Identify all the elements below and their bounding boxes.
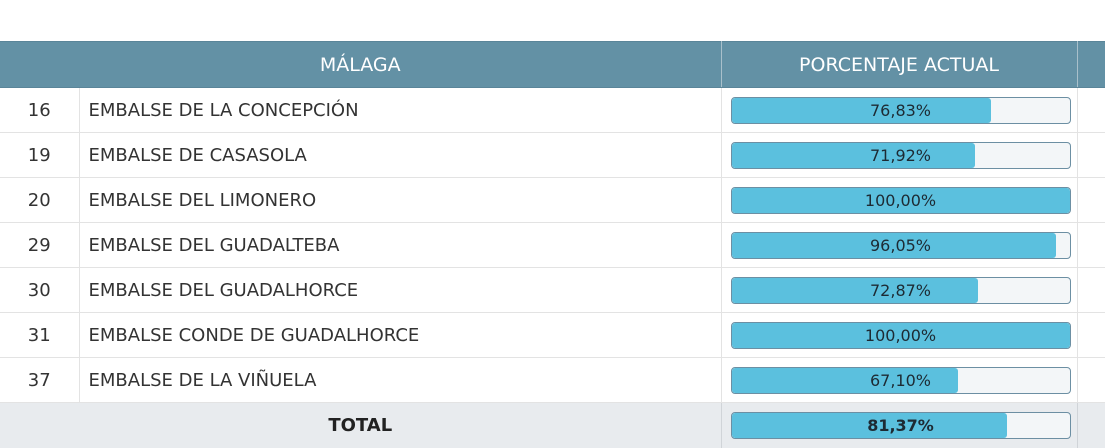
reservoir-name: EMBALSE DEL LIMONERO (79, 177, 722, 223)
progress-cell: 72,87% (721, 267, 1078, 313)
progress-bar: 76,83% (730, 96, 1071, 124)
reservoir-name: EMBALSE CONDE DE GUADALHORCE (79, 312, 722, 358)
progress-fill (731, 322, 1070, 348)
reservoir-name: EMBALSE DE LA CONCEPCIÓN (79, 87, 722, 133)
reservoir-id: 16 (0, 87, 80, 133)
row-spacer (1077, 267, 1105, 313)
progress-text: 100,00% (864, 325, 937, 345)
reservoir-name: EMBALSE DE CASASOLA (79, 132, 722, 178)
row-spacer (1077, 87, 1105, 133)
progress-cell: 71,92% (721, 132, 1078, 178)
row-spacer (1077, 357, 1105, 403)
progress-bar: 72,87% (730, 276, 1071, 304)
progress-fill (731, 97, 992, 123)
progress-text: 76,83% (870, 100, 932, 120)
progress-cell: 76,83% (721, 87, 1078, 133)
total-spacer (1077, 403, 1105, 448)
reservoir-id: 31 (0, 312, 80, 358)
progress-cell: 100,00% (721, 177, 1078, 223)
table-row: 19 EMBALSE DE CASASOLA 71,92% (0, 132, 1105, 178)
total-progress-cell: 81,37% (721, 402, 1078, 448)
reservoir-name: EMBALSE DEL GUADALTEBA (79, 222, 722, 268)
table-row: 20 EMBALSE DEL LIMONERO 100,00% (0, 177, 1105, 223)
total-progress-bar: 81,37% (730, 411, 1071, 439)
province-header[interactable]: MÁLAGA (0, 41, 722, 88)
total-progress-text: 81,37% (867, 415, 934, 435)
table-row: 31 EMBALSE CONDE DE GUADALHORCE 100,00% (0, 312, 1105, 358)
table-row: 16 EMBALSE DE LA CONCEPCIÓN 76,83% (0, 87, 1105, 133)
progress-bar: 96,05% (730, 231, 1071, 259)
reservoir-id: 30 (0, 267, 80, 313)
table-row: 29 EMBALSE DEL GUADALTEBA 96,05% (0, 222, 1105, 268)
progress-text: 67,10% (870, 370, 932, 390)
table-body: 16 EMBALSE DE LA CONCEPCIÓN 76,83% 19 EMBALS… (0, 87, 1105, 403)
reservoir-name: EMBALSE DE LA VIÑUELA (79, 357, 722, 403)
progress-cell: 67,10% (721, 357, 1078, 403)
progress-text: 96,05% (870, 235, 932, 255)
reservoir-id: 29 (0, 222, 80, 268)
total-label: TOTAL (0, 402, 722, 448)
reservoir-id: 20 (0, 177, 80, 223)
reservoir-name: EMBALSE DEL GUADALHORCE (79, 267, 722, 313)
progress-fill (731, 277, 978, 303)
progress-cell: 96,05% (721, 222, 1078, 268)
progress-bar: 71,92% (730, 141, 1071, 169)
table-header-row: MÁLAGA PORCENTAJE ACTUAL (0, 41, 1105, 88)
percentage-header[interactable]: PORCENTAJE ACTUAL (721, 41, 1078, 88)
total-row: TOTAL 81,37% (0, 402, 1105, 448)
progress-text: 72,87% (870, 280, 932, 300)
total-progress-fill (731, 412, 1007, 438)
progress-text: 100,00% (864, 190, 937, 210)
progress-cell: 100,00% (721, 312, 1078, 358)
progress-text: 71,92% (870, 145, 932, 165)
row-spacer (1077, 177, 1105, 223)
row-spacer (1077, 312, 1105, 358)
progress-bar: 67,10% (730, 366, 1071, 394)
progress-fill (731, 232, 1057, 258)
progress-bar: 100,00% (730, 321, 1071, 349)
progress-fill (731, 142, 975, 168)
table-row: 37 EMBALSE DE LA VIÑUELA 67,10% (0, 357, 1105, 403)
row-spacer (1077, 222, 1105, 268)
table-row: 30 EMBALSE DEL GUADALHORCE 72,87% (0, 267, 1105, 313)
progress-bar: 100,00% (730, 186, 1071, 214)
row-spacer (1077, 132, 1105, 178)
header-spacer (1077, 41, 1105, 88)
progress-fill (731, 367, 959, 393)
progress-fill (731, 187, 1070, 213)
reservoir-id: 37 (0, 357, 80, 403)
reservoir-table: MÁLAGA PORCENTAJE ACTUAL 16 EMBALSE DE LA… (0, 41, 1105, 448)
reservoir-id: 19 (0, 132, 80, 178)
